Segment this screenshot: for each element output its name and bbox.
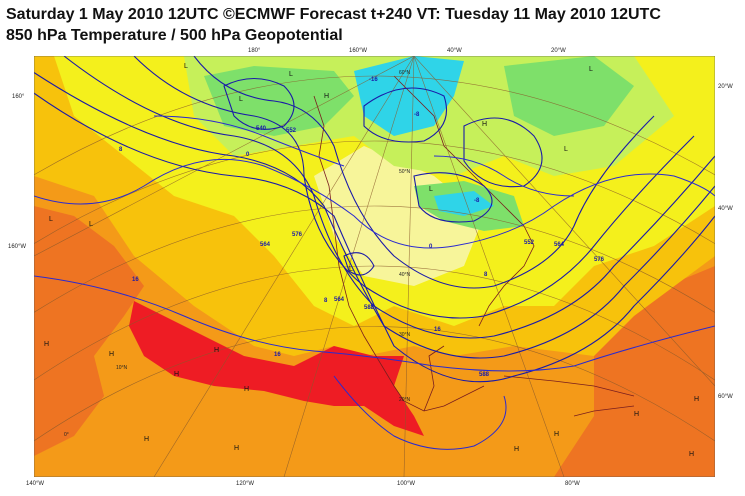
pressure-markers: L L L L L L L L L H H H H H H H H H H H … [44,63,699,458]
temperature-label: 16 [434,327,441,333]
low-marker: L [184,63,188,70]
low-marker: L [89,221,93,228]
page-subtitle: 850 hPa Temperature / 500 hPa Geopotenti… [6,27,343,44]
temperature-label: 8 [324,298,328,304]
low-marker: L [289,71,293,78]
page-title: Saturday 1 May 2010 12UTC ©ECMWF Forecas… [6,6,661,23]
longitude-label-top: 160°W [349,48,368,54]
temperature-label: 0 [246,152,250,158]
latitude-label: 10°N [116,365,128,371]
longitude-label-right: 20°W [718,84,733,90]
high-marker: H [44,341,49,348]
latitude-label: 60°N [399,70,411,76]
high-marker: H [174,371,179,378]
longitude-label-top: 20°W [551,48,566,54]
temperature-label: 8 [119,147,123,153]
high-marker: H [634,411,639,418]
geopotential-contours [34,56,715,383]
low-marker: L [49,216,53,223]
temperature-label: -8 [414,112,420,118]
temperature-label: 8 [484,272,488,278]
geopotential-label: 576 [594,257,605,263]
latitude-label: 40°N [399,272,411,278]
high-marker: H [689,451,694,458]
high-marker: H [324,93,329,100]
latitude-label: 50°N [399,169,411,175]
latitude-labels: 60°N 50°N 40°N 30°N 20°N 10°N 0° [64,70,411,438]
geopotential-label: 540 [256,126,267,132]
geopotential-label: 552 [524,240,535,246]
high-marker: H [554,431,559,438]
low-marker: L [429,186,433,193]
geopotential-label: 564 [260,242,271,248]
geopotential-label: 576 [292,232,303,238]
contour-labels: 540 552 564 576 588 564 552 576 564 588 … [119,77,605,378]
longitude-label-bottom: 120°W [236,481,255,487]
temperature-contours [34,115,715,450]
low-marker: L [349,266,353,273]
high-marker: H [234,445,239,452]
geopotential-label: 552 [286,128,297,134]
latitude-label: 30°N [399,332,411,338]
temperature-label: -16 [369,77,378,83]
longitude-label-left: 160°W [8,244,27,250]
longitude-label-top: 180° [248,48,261,54]
high-marker: H [694,396,699,403]
temperature-label: 16 [132,277,139,283]
longitude-label-right: 60°W [718,394,733,400]
low-marker: L [239,96,243,103]
temp-field-dark-orange [34,206,715,477]
latitude-label: 0° [64,432,69,438]
longitude-label-top: 40°W [447,48,462,54]
high-marker: H [514,446,519,453]
high-marker: H [244,386,249,393]
temperature-label: 16 [274,352,281,358]
forecast-map: L L L L L L L L L H H H H H H H H H H H … [34,56,715,477]
geopotential-label: 588 [479,372,490,378]
temp-field-red [129,301,424,436]
temp-field-green [204,56,634,231]
temperature-label: -8 [474,198,480,204]
high-marker: H [144,436,149,443]
geopotential-label: 564 [554,242,565,248]
low-marker: L [589,66,593,73]
longitude-label-bottom: 100°W [397,481,416,487]
high-marker: H [109,351,114,358]
longitude-label-bottom: 140°W [26,481,45,487]
high-marker: H [482,121,487,128]
low-marker: L [564,146,568,153]
geopotential-label: 564 [334,297,345,303]
longitude-label-bottom: 80°W [565,481,580,487]
temp-field-light-yellow [314,146,484,286]
latitude-label: 20°N [399,397,411,403]
longitude-label-left: 160° [12,94,25,100]
geopotential-label: 588 [364,305,375,311]
temperature-label: 0 [429,244,433,250]
high-marker: H [214,347,219,354]
longitude-label-right: 40°W [718,206,733,212]
